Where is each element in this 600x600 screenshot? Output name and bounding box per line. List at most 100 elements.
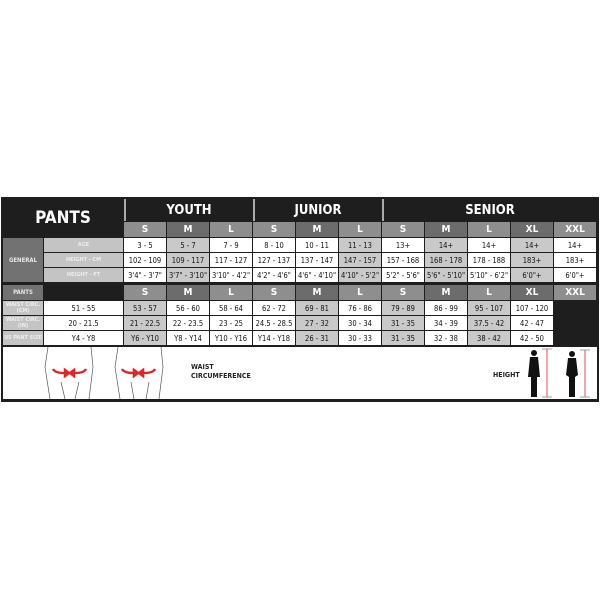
- table-row: HEIGHT - FT 3'4" - 3'7" 3'7" - 3'10" 3'10" …: [3, 268, 596, 282]
- row-label: HEIGHT - FT: [44, 268, 123, 282]
- size-header-s: S: [382, 285, 424, 300]
- table-cell: 51 - 55: [44, 301, 123, 315]
- table-cell: 31 - 35: [382, 316, 424, 330]
- table-cell: 102 - 109: [124, 253, 166, 267]
- table-cell: 30 - 33: [339, 331, 381, 345]
- table-cell: 183+: [554, 253, 596, 267]
- chart-title: PANTS: [3, 199, 123, 237]
- table-cell: 4'2" - 4'6": [253, 268, 295, 282]
- size-header-l: L: [339, 285, 381, 300]
- size-header-m: M: [296, 285, 338, 300]
- size-header-s: S: [253, 222, 295, 237]
- table-cell: 56 - 60: [167, 301, 209, 315]
- table-cell: 4'10" - 5'2": [339, 268, 381, 282]
- table-cell: 8 - 10: [253, 238, 295, 252]
- row-label: WAIST CIRC. (IN): [3, 316, 43, 330]
- table-cell: 38 - 42: [468, 331, 510, 345]
- table-cell: 95 - 107: [468, 301, 510, 315]
- table-cell: 5'6" - 5'10": [425, 268, 467, 282]
- table-cell: 62 - 72: [253, 301, 295, 315]
- table-cell: 5'2" - 5'6": [382, 268, 424, 282]
- table-cell: 42 - 50: [511, 331, 553, 345]
- table-cell: 14+: [468, 238, 510, 252]
- table-cell: 107 - 120: [511, 301, 553, 315]
- section-general: GENERAL: [3, 238, 43, 282]
- table-cell: 23 - 25: [210, 316, 252, 330]
- size-chart: PANTS YOUTH JUNIOR SENIOR S M L S M L S M L XL XXL…: [1, 197, 599, 402]
- table-cell: Y14 - Y18: [253, 331, 295, 345]
- size-header-s: S: [253, 285, 295, 300]
- table-cell: 22 - 23.5: [167, 316, 209, 330]
- table-cell: 5'10" - 6'2": [468, 268, 510, 282]
- table-cell: 32 - 38: [425, 331, 467, 345]
- table-cell: 7 - 9: [210, 238, 252, 252]
- table-cell: 3'7" - 3'10": [167, 268, 209, 282]
- group-junior: JUNIOR: [253, 199, 381, 221]
- table-cell: 178 - 188: [468, 253, 510, 267]
- table-row: WAIST CIRC. (CM) 51 - 55 53 - 57 56 - 60 58 …: [3, 301, 596, 315]
- size-header-s: S: [124, 285, 166, 300]
- table-cell: Y10 - Y16: [210, 331, 252, 345]
- size-header-l: L: [339, 222, 381, 237]
- waist-figures-icon: [44, 347, 164, 399]
- size-header-xxl: XXL: [554, 285, 596, 300]
- table-cell: 76 - 86: [339, 301, 381, 315]
- table-cell: 37.5 - 42: [468, 316, 510, 330]
- table-cell: 3'10" - 4'2": [210, 268, 252, 282]
- row-label: WAIST CIRC. (CM): [3, 301, 43, 315]
- table-cell: 58 - 64: [210, 301, 252, 315]
- row-label: HEIGHT - CM: [44, 253, 123, 267]
- size-header-s: S: [382, 222, 424, 237]
- size-header-m: M: [167, 222, 209, 237]
- row-label: AGE: [44, 238, 123, 252]
- table-cell: 168 - 178: [425, 253, 467, 267]
- table-cell: 157 - 168: [382, 253, 424, 267]
- table-cell: 86 - 99: [425, 301, 467, 315]
- table-cell: 109 - 117: [167, 253, 209, 267]
- size-header-l: L: [468, 285, 510, 300]
- table-cell: 69 - 81: [296, 301, 338, 315]
- height-figures-icon: [528, 348, 590, 398]
- table-cell: 137 - 147: [296, 253, 338, 267]
- table-cell: 183+: [511, 253, 553, 267]
- table-cell: Y6 - Y10: [124, 331, 166, 345]
- size-header-m: M: [425, 285, 467, 300]
- table-cell: 21 - 22.5: [124, 316, 166, 330]
- size-header-m: M: [425, 222, 467, 237]
- table-cell: 30 - 34: [339, 316, 381, 330]
- size-header-l: L: [468, 222, 510, 237]
- table-cell: 14+: [511, 238, 553, 252]
- table-cell: 3 - 5: [124, 238, 166, 252]
- table-cell: 4'6" - 4'10": [296, 268, 338, 282]
- measurement-guide: WAIST CIRCUMFERENCE HEIGHT: [3, 347, 597, 399]
- table-cell: 24.5 - 28.5: [253, 316, 295, 330]
- table-cell: Y4 - Y8: [44, 331, 123, 345]
- height-label: HEIGHT: [493, 371, 520, 379]
- size-header-xl: XL: [511, 285, 553, 300]
- table-cell: 53 - 57: [124, 301, 166, 315]
- group-senior: SENIOR: [382, 199, 596, 221]
- table-cell: 6'0"+: [554, 268, 596, 282]
- table-cell: 147 - 157: [339, 253, 381, 267]
- size-header-s: S: [124, 222, 166, 237]
- size-header-m: M: [296, 222, 338, 237]
- table-cell: 20 - 21.5: [44, 316, 123, 330]
- group-youth: YOUTH: [124, 199, 252, 221]
- table-cell: 117 - 127: [210, 253, 252, 267]
- table-cell: 5 - 7: [167, 238, 209, 252]
- size-table: PANTS YOUTH JUNIOR SENIOR S M L S M L S M L XL XXL…: [2, 198, 597, 346]
- table-cell: 127 - 137: [253, 253, 295, 267]
- table-row: HEIGHT - CM 102 - 109 109 - 117 117 - 127 12…: [3, 253, 596, 267]
- waist-label: WAIST CIRCUMFERENCE: [191, 363, 251, 380]
- table-cell: 34 - 39: [425, 316, 467, 330]
- size-header-l: L: [210, 222, 252, 237]
- table-cell: 13+: [382, 238, 424, 252]
- section-pants: PANTS: [3, 285, 43, 300]
- table-cell: 11 - 13: [339, 238, 381, 252]
- table-row: WAIST CIRC. (IN) 20 - 21.5 21 - 22.5 22 - 2…: [3, 316, 596, 330]
- table-cell: 42 - 47: [511, 316, 553, 330]
- size-header-m: M: [167, 285, 209, 300]
- table-cell: 31 - 35: [382, 331, 424, 345]
- table-cell: 27 - 32: [296, 316, 338, 330]
